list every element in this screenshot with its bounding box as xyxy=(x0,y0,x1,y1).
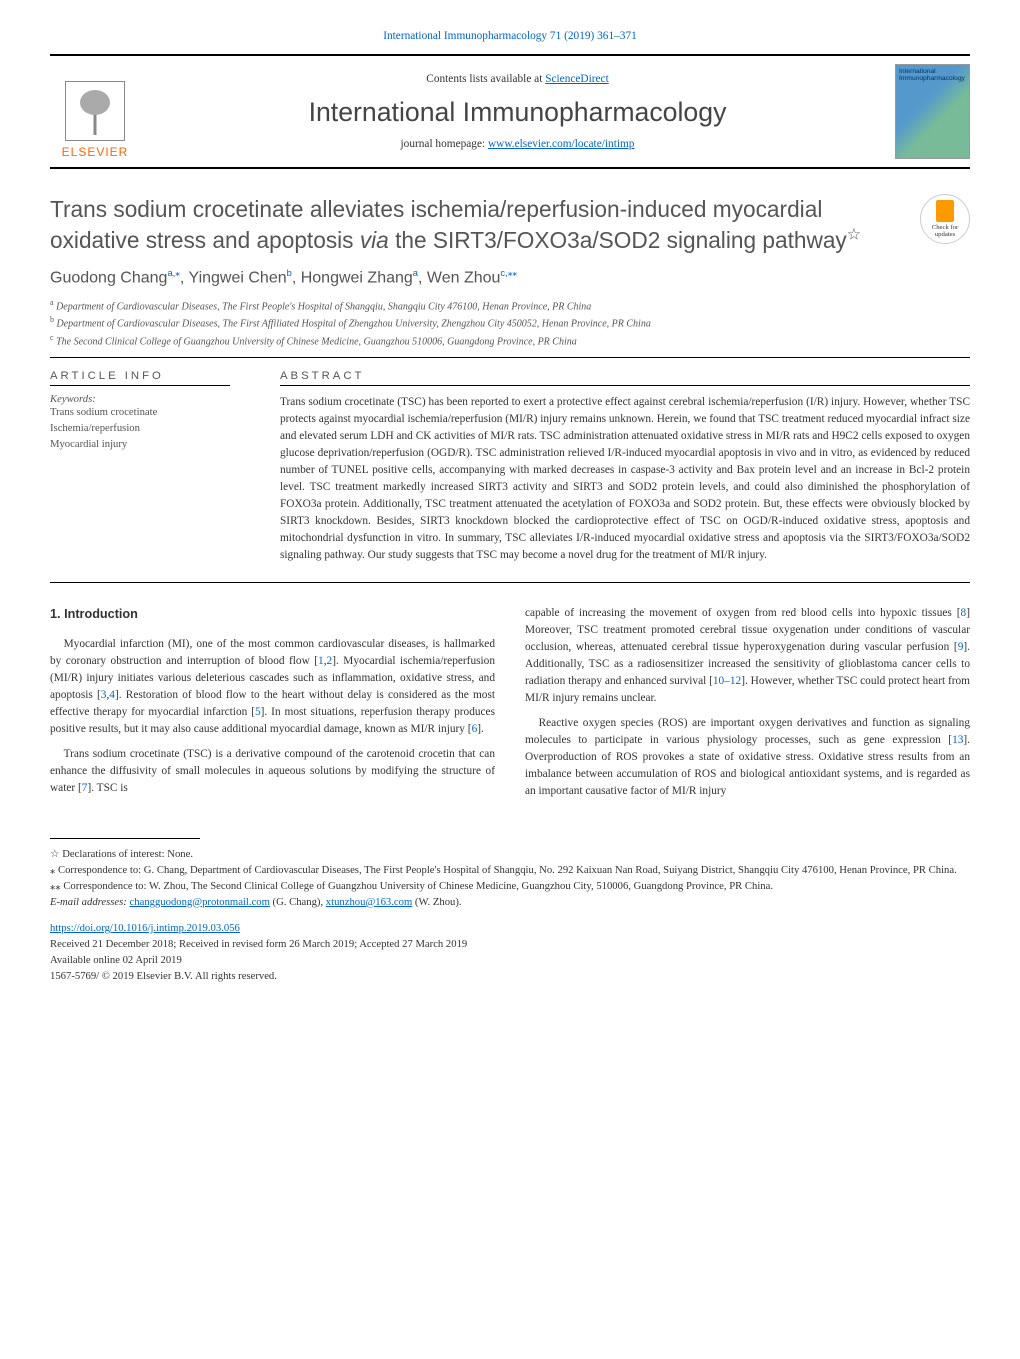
contents-line: Contents lists available at ScienceDirec… xyxy=(160,73,875,85)
footnotes: ☆ Declarations of interest: None. ⁎ Corr… xyxy=(50,847,970,911)
copyright-line: 1567-5769/ © 2019 Elsevier B.V. All righ… xyxy=(50,969,970,985)
intro-p1: Myocardial infarction (MI), one of the m… xyxy=(50,636,495,738)
declarations: ☆ Declarations of interest: None. xyxy=(50,847,970,863)
ref-link[interactable]: 10–12 xyxy=(713,675,741,687)
ref-link[interactable]: 7 xyxy=(82,782,88,794)
abstract-rule xyxy=(280,385,970,386)
correspondence-1: ⁎ Correspondence to: G. Chang, Departmen… xyxy=(50,863,970,879)
ref-link[interactable]: 2 xyxy=(327,655,333,667)
ref-link[interactable]: 5 xyxy=(255,706,261,718)
ref-link[interactable]: 8 xyxy=(961,607,967,619)
email-line: E-mail addresses: changguodong@protonmai… xyxy=(50,895,970,911)
affiliations: a Department of Cardiovascular Diseases,… xyxy=(50,297,970,349)
top-rule xyxy=(50,54,970,56)
info-rule xyxy=(50,385,230,386)
footer-rule xyxy=(50,838,200,839)
info-abstract-rule-top xyxy=(50,357,970,358)
doi-link[interactable]: https://doi.org/10.1016/j.intimp.2019.03… xyxy=(50,923,240,934)
homepage-link[interactable]: www.elsevier.com/locate/intimp xyxy=(488,138,635,150)
keyword: Myocardial injury xyxy=(50,437,250,453)
ref-link[interactable]: 1 xyxy=(318,655,324,667)
authors: Guodong Changa,⁎, Yingwei Chenb, Hongwei… xyxy=(50,268,970,287)
right-column: capable of increasing the movement of ox… xyxy=(525,605,970,808)
affiliation-c: c The Second Clinical College of Guangzh… xyxy=(50,332,970,349)
email-suffix-1: (G. Chang), xyxy=(270,897,326,908)
article-title: Trans sodium crocetinate alleviates isch… xyxy=(50,194,905,256)
keyword: Trans sodium crocetinate xyxy=(50,405,250,421)
affiliation-b: b Department of Cardiovascular Diseases,… xyxy=(50,314,970,331)
affiliation-a: a Department of Cardiovascular Diseases,… xyxy=(50,297,970,314)
ref-link[interactable]: 3 xyxy=(101,689,107,701)
sciencedirect-link[interactable]: ScienceDirect xyxy=(545,73,609,85)
introduction-heading: 1. Introduction xyxy=(50,605,495,624)
correspondence-2: ⁎⁎ Correspondence to: W. Zhou, The Secon… xyxy=(50,879,970,895)
elsevier-text: ELSEVIER xyxy=(62,145,129,159)
received-line: Received 21 December 2018; Received in r… xyxy=(50,937,970,953)
journal-center: Contents lists available at ScienceDirec… xyxy=(160,73,875,150)
article-info-heading: ARTICLE INFO xyxy=(50,370,250,382)
keyword: Ischemia/reperfusion xyxy=(50,421,250,437)
email-link-2[interactable]: xtunzhou@163.com xyxy=(326,897,412,908)
email-link-1[interactable]: changguodong@protonmail.com xyxy=(130,897,270,908)
keywords-list: Trans sodium crocetinate Ischemia/reperf… xyxy=(50,405,250,453)
abstract-heading: ABSTRACT xyxy=(280,370,970,382)
intro-p2: Trans sodium crocetinate (TSC) is a deri… xyxy=(50,746,495,797)
ref-link[interactable]: 6 xyxy=(472,723,478,735)
ref-link[interactable]: 9 xyxy=(958,641,964,653)
article-info: ARTICLE INFO Keywords: Trans sodium croc… xyxy=(50,370,250,564)
elsevier-logo: ELSEVIER xyxy=(50,64,140,159)
title-row: Trans sodium crocetinate alleviates isch… xyxy=(50,194,970,256)
email-suffix-2: (W. Zhou). xyxy=(412,897,461,908)
contents-prefix: Contents lists available at xyxy=(426,73,545,85)
elsevier-tree-icon xyxy=(65,81,125,141)
homepage-prefix: journal homepage: xyxy=(401,138,488,150)
intro-p4: Reactive oxygen species (ROS) are import… xyxy=(525,715,970,800)
abstract-text: Trans sodium crocetinate (TSC) has been … xyxy=(280,394,970,564)
email-label: E-mail addresses: xyxy=(50,897,130,908)
journal-title: International Immunopharmacology xyxy=(160,97,875,128)
keywords-label: Keywords: xyxy=(50,394,250,405)
homepage-line: journal homepage: www.elsevier.com/locat… xyxy=(160,138,875,150)
journal-header: ELSEVIER Contents lists available at Sci… xyxy=(50,64,970,169)
abstract-bottom-rule xyxy=(50,582,970,583)
ref-link[interactable]: 4 xyxy=(109,689,115,701)
available-line: Available online 02 April 2019 xyxy=(50,953,970,969)
title-text: Trans sodium crocetinate alleviates isch… xyxy=(50,196,861,253)
doi-block: https://doi.org/10.1016/j.intimp.2019.03… xyxy=(50,921,970,985)
citation-header: International Immunopharmacology 71 (201… xyxy=(50,30,970,42)
body-columns: 1. Introduction Myocardial infarction (M… xyxy=(50,605,970,808)
check-updates-label: Check for updates xyxy=(921,224,969,238)
info-abstract-row: ARTICLE INFO Keywords: Trans sodium croc… xyxy=(50,370,970,564)
ref-link[interactable]: 13 xyxy=(952,734,963,746)
journal-cover-thumbnail xyxy=(895,64,970,159)
check-updates-badge[interactable]: Check for updates xyxy=(920,194,970,244)
abstract: ABSTRACT Trans sodium crocetinate (TSC) … xyxy=(280,370,970,564)
intro-p3: capable of increasing the movement of ox… xyxy=(525,605,970,707)
left-column: 1. Introduction Myocardial infarction (M… xyxy=(50,605,495,808)
